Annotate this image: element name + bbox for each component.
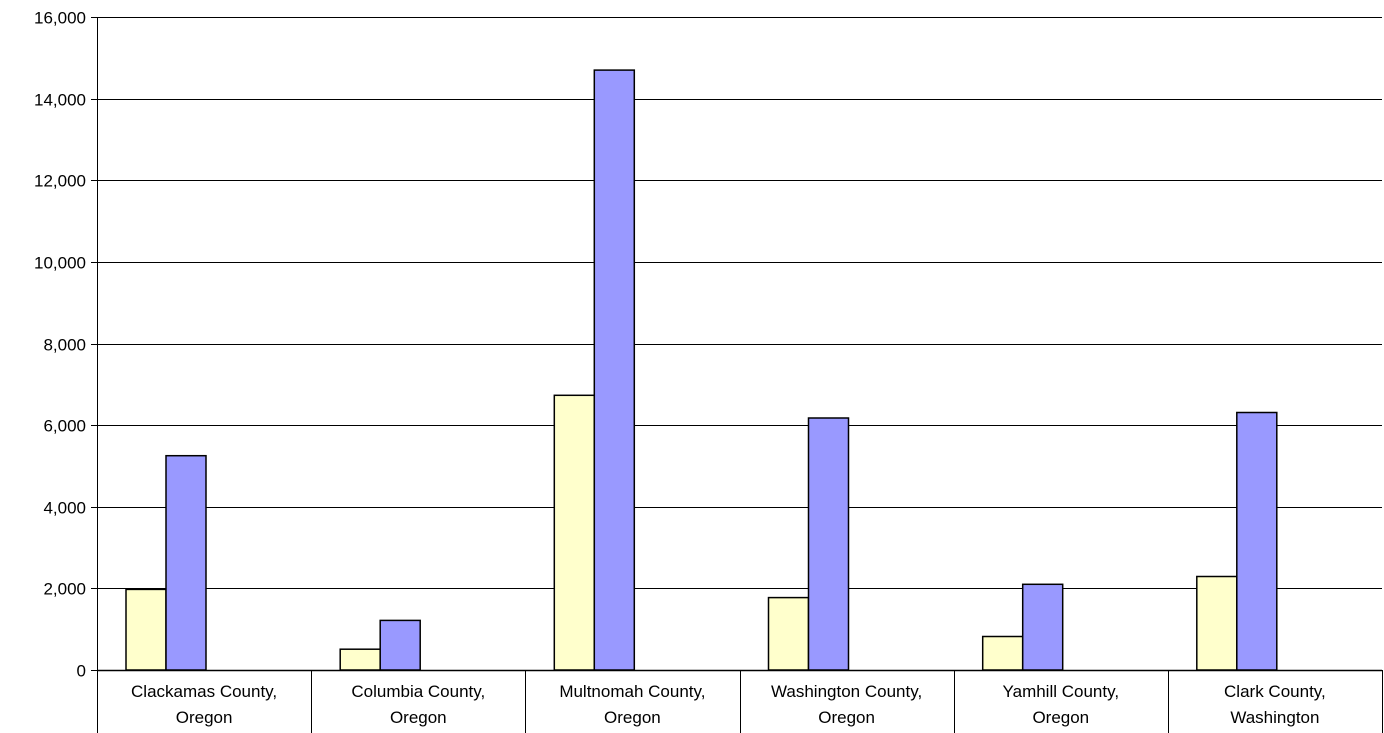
y-tick-label: 0 [77, 662, 86, 681]
y-tick-label: 12,000 [34, 172, 86, 191]
x-category-label-line2: Oregon [390, 708, 447, 727]
x-category-label-line1: Yamhill County, [1003, 682, 1120, 701]
y-tick-label: 14,000 [34, 91, 86, 110]
x-category-label-line1: Clackamas County, [131, 682, 277, 701]
bar-series-2-category-5 [1021, 583, 1064, 671]
bar-series-2-category-3 [593, 69, 636, 671]
y-tick-label: 10,000 [34, 254, 86, 273]
y-tick-label: 4,000 [43, 499, 86, 518]
x-category-label-line2: Oregon [818, 708, 875, 727]
bar-series-1-category-4 [767, 596, 810, 671]
bars [125, 69, 1278, 671]
bar-series-2-category-4 [807, 417, 850, 671]
x-category-label-line2: Oregon [604, 708, 661, 727]
y-tick-label: 16,000 [34, 9, 86, 28]
axes [97, 17, 1382, 733]
y-tick-label: 8,000 [43, 336, 86, 355]
bar-series-2-category-6 [1236, 411, 1278, 671]
bar-series-1-category-2 [339, 648, 381, 671]
bar-series-2-category-1 [165, 454, 207, 671]
x-category-label-line1: Multnomah County, [559, 682, 705, 701]
bar-series-1-category-3 [553, 394, 596, 671]
bar-series-1-category-5 [981, 635, 1024, 671]
bar-series-2-category-2 [379, 619, 421, 671]
y-axis-ticks: 0 2,000 4,000 6,000 8,000 10,000 12,000 14,000 1… [34, 9, 97, 681]
gridlines [97, 17, 1382, 589]
y-tick-label: 2,000 [43, 580, 86, 599]
x-category-label-line2: Oregon [1032, 708, 1089, 727]
bar-series-1-category-6 [1196, 575, 1238, 671]
bar-series-1-category-1 [125, 588, 167, 671]
x-category-label-line2: Oregon [176, 708, 233, 727]
x-category-label-line1: Columbia County, [351, 682, 485, 701]
x-category-label-line2: Washington [1230, 708, 1319, 727]
x-axis-categories: Clackamas County, Oregon Columbia County, O… [131, 670, 1383, 733]
x-category-label-line1: Washington County, [771, 682, 922, 701]
y-tick-label: 6,000 [43, 417, 86, 436]
x-category-label-line1: Clark County, [1224, 682, 1326, 701]
